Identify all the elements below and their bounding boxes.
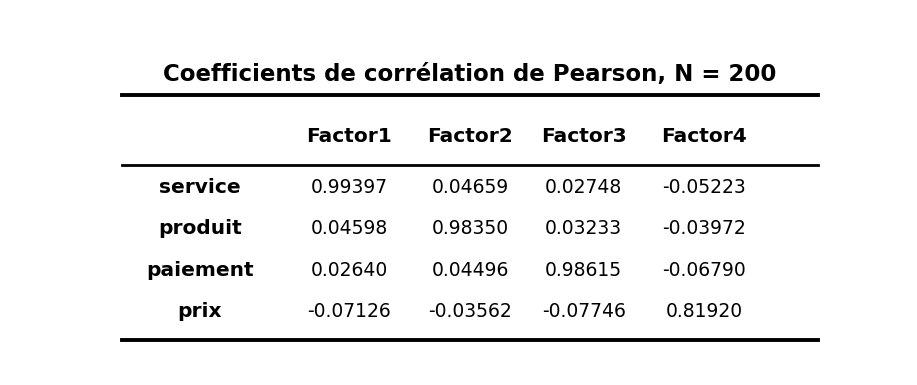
Text: paiement: paiement [146,261,254,280]
Text: 0.04659: 0.04659 [431,177,509,196]
Text: 0.98615: 0.98615 [545,261,623,280]
Text: produit: produit [158,219,242,238]
Text: Factor2: Factor2 [427,127,513,146]
Text: -0.03562: -0.03562 [428,302,512,321]
Text: 0.99397: 0.99397 [311,177,388,196]
Text: Factor4: Factor4 [661,127,747,146]
Text: 0.02748: 0.02748 [545,177,623,196]
Text: 0.02640: 0.02640 [311,261,388,280]
Text: -0.06790: -0.06790 [663,261,746,280]
Text: 0.03233: 0.03233 [545,219,623,238]
Text: -0.07126: -0.07126 [307,302,391,321]
Text: -0.05223: -0.05223 [663,177,746,196]
Text: prix: prix [178,302,222,321]
Text: Factor1: Factor1 [306,127,392,146]
Text: service: service [159,177,241,196]
Text: 0.81920: 0.81920 [666,302,743,321]
Text: -0.07746: -0.07746 [542,302,625,321]
Text: 0.98350: 0.98350 [431,219,509,238]
Text: Coefficients de corrélation de Pearson, N = 200: Coefficients de corrélation de Pearson, … [163,62,777,85]
Text: Factor3: Factor3 [541,127,626,146]
Text: 0.04598: 0.04598 [311,219,388,238]
Text: -0.03972: -0.03972 [663,219,746,238]
Text: 0.04496: 0.04496 [431,261,509,280]
